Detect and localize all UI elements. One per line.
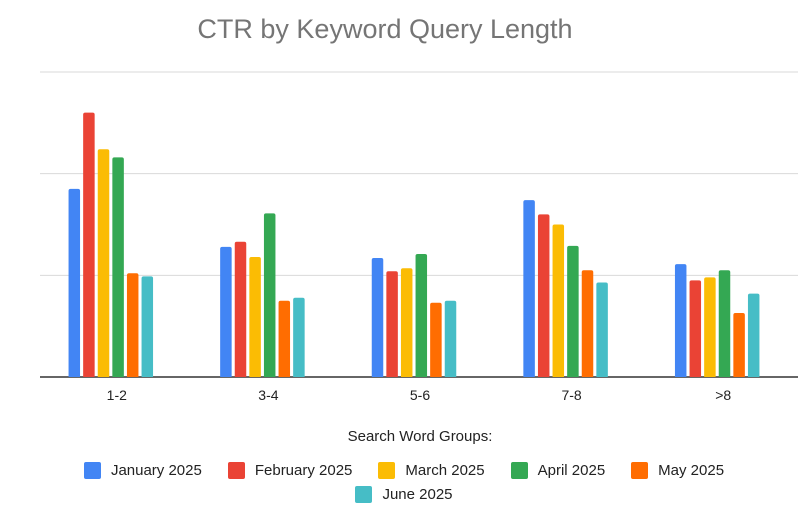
bar-1-2-march-2025 — [97, 149, 110, 377]
bar-3-4-february-2025 — [234, 241, 247, 377]
bar->8-january-2025 — [674, 264, 687, 377]
bar-7-8-march-2025 — [552, 224, 565, 377]
x-axis-title: Search Word Groups: — [347, 428, 493, 445]
x-tick-label: 3-4 — [258, 387, 278, 403]
legend-row: January 2025 February 2025 March 2025 April… — [0, 462, 808, 479]
legend-swatch — [355, 486, 373, 503]
x-tick-label: 1-2 — [107, 387, 127, 403]
bar-3-4-january-2025 — [220, 246, 232, 377]
bar-3-4-june-2025 — [293, 297, 305, 377]
bar-3-4-april-2025 — [263, 213, 276, 377]
bar-3-4-march-2025 — [249, 257, 261, 377]
bar-7-8-june-2025 — [596, 282, 608, 377]
legend-swatch — [378, 462, 396, 479]
bars — [68, 112, 760, 378]
bar-1-2-may-2025 — [126, 273, 139, 377]
legend-row: June 2025 — [0, 486, 808, 503]
bar-5-6-april-2025 — [415, 253, 428, 377]
bar-1-2-june-2025 — [141, 276, 154, 377]
legend-item: May 2025 — [631, 462, 724, 479]
legend-label: February 2025 — [254, 462, 353, 479]
bar-7-8-january-2025 — [523, 200, 535, 377]
x-tick-label: 5-6 — [410, 387, 430, 403]
bar-7-8-may-2025 — [581, 270, 594, 377]
legend-label: March 2025 — [405, 462, 485, 479]
bar-3-4-may-2025 — [278, 300, 291, 377]
bar->8-february-2025 — [689, 280, 702, 377]
bar-7-8-april-2025 — [567, 245, 579, 377]
bar-5-6-may-2025 — [430, 302, 442, 377]
bar->8-march-2025 — [704, 277, 716, 377]
legend-item: June 2025 — [355, 486, 453, 503]
legend-item: April 2025 — [510, 462, 606, 479]
legend-item: February 2025 — [227, 462, 353, 479]
bar->8-may-2025 — [733, 312, 745, 377]
legend-swatch — [510, 462, 528, 479]
bar->8-june-2025 — [747, 293, 760, 377]
legend-label: January 2025 — [110, 462, 202, 479]
bar-5-6-june-2025 — [444, 300, 457, 377]
bar-5-6-february-2025 — [386, 271, 398, 377]
bar-1-2-february-2025 — [83, 112, 95, 378]
legend-label: April 2025 — [537, 462, 606, 479]
legend-swatch — [83, 462, 101, 479]
x-tick-labels: 1-2 3-4 5-6 7-8 >8 — [107, 387, 732, 403]
legend-item: January 2025 — [83, 462, 202, 479]
legend-swatch — [227, 462, 245, 479]
bar-5-6-march-2025 — [400, 268, 413, 377]
bar-7-8-february-2025 — [537, 214, 550, 377]
chart-title: CTR by Keyword Query Length — [197, 14, 573, 44]
bar-5-6-january-2025 — [371, 258, 384, 377]
legend-item: March 2025 — [378, 462, 485, 479]
legend-label: June 2025 — [382, 486, 453, 503]
bar->8-april-2025 — [718, 270, 731, 377]
legend-label: May 2025 — [658, 462, 725, 479]
bar-1-2-january-2025 — [68, 188, 81, 377]
legend-swatch — [631, 462, 649, 479]
bar-1-2-april-2025 — [112, 157, 124, 377]
x-tick-label: 7-8 — [561, 387, 581, 403]
x-tick-label: >8 — [715, 387, 731, 403]
